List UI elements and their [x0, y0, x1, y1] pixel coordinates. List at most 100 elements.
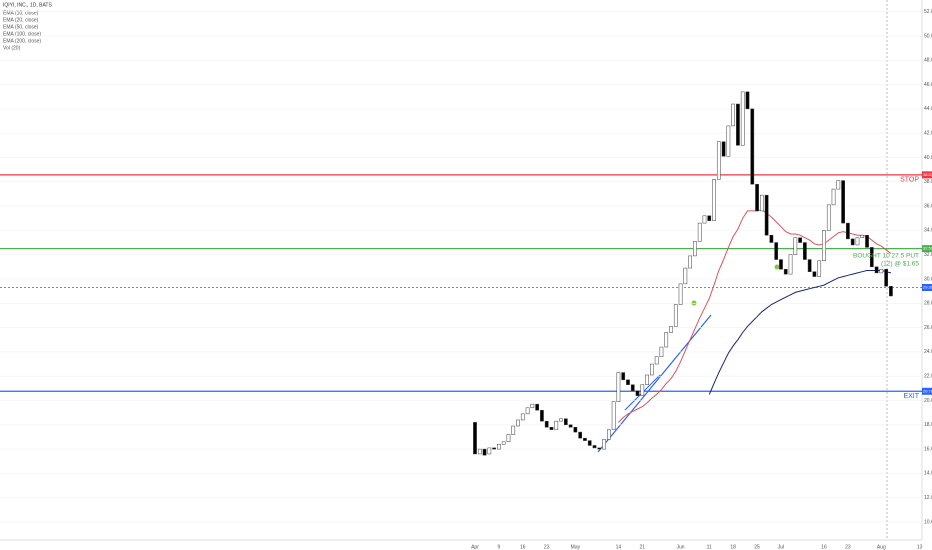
- candle-body: [559, 418, 563, 422]
- x-tick-label: 16: [821, 544, 827, 550]
- candle-body: [535, 403, 539, 411]
- candle-body: [587, 440, 592, 446]
- x-tick-label: Apr: [471, 544, 479, 550]
- candle-body: [688, 255, 692, 269]
- candle-body: [669, 326, 673, 333]
- x-tick-label: 23: [544, 544, 550, 550]
- y-tick-label: 18.00: [924, 422, 932, 428]
- candle-body: [645, 374, 649, 385]
- level-price-box: [922, 283, 932, 291]
- trade-annotation: (12) @ $1.65: [881, 261, 919, 268]
- candle-body: [578, 431, 583, 439]
- candle-body: [788, 254, 793, 275]
- candle-body: [573, 426, 578, 433]
- candle-body: [779, 259, 783, 270]
- y-tick-label: 30.00: [924, 276, 932, 282]
- candle-body: [812, 271, 817, 277]
- level-label: STOP: [900, 177, 919, 184]
- candle-body: [841, 180, 845, 224]
- candle-body: [693, 241, 697, 257]
- candle-body: [836, 180, 841, 190]
- y-tick-label: 46.00: [924, 82, 932, 88]
- candle-body: [764, 194, 769, 236]
- candle-body: [759, 194, 764, 212]
- candle-body: [673, 304, 678, 327]
- candle-body: [473, 422, 477, 455]
- candle-body: [803, 242, 807, 260]
- level-price-label: 20.76: [923, 388, 932, 393]
- legend-entry: Vol (20): [3, 45, 21, 51]
- legend-entry: EMA (50, close): [3, 24, 39, 30]
- candle-body: [884, 269, 888, 287]
- candle-body: [597, 447, 602, 450]
- candle-body: [477, 448, 482, 455]
- level-price-box: [922, 387, 932, 395]
- candle-body: [807, 259, 812, 272]
- candle-body: [650, 363, 654, 376]
- candle-body: [869, 247, 874, 268]
- candle-body: [850, 238, 855, 246]
- candle-body: [654, 356, 659, 365]
- y-tick-label: 50.00: [924, 33, 932, 39]
- y-tick-label: 42.00: [924, 131, 932, 137]
- candle-body: [611, 401, 616, 430]
- ema-line: [708, 270, 892, 395]
- candle-body: [846, 222, 850, 240]
- candle-body: [712, 179, 716, 221]
- y-tick-label: 34.00: [924, 228, 932, 234]
- legend-entry: EMA (10, close): [3, 10, 39, 16]
- x-tick-label: 16: [520, 544, 526, 550]
- legend-entry: EMA (200, close): [3, 38, 41, 44]
- candle-body: [745, 91, 750, 110]
- candle-body: [865, 234, 869, 248]
- x-tick-label: 14: [616, 544, 622, 550]
- candle-body: [516, 419, 520, 427]
- candle-body: [721, 141, 726, 157]
- y-tick-label: 44.00: [924, 106, 932, 112]
- y-tick-label: 24.00: [924, 349, 932, 355]
- y-tick-label: 14.00: [924, 471, 932, 477]
- candle-body: [549, 426, 554, 430]
- level-price-label: 38.57: [923, 172, 932, 177]
- candle-body: [583, 437, 587, 441]
- candle-body: [798, 237, 802, 243]
- y-tick-label: 36.00: [924, 203, 932, 209]
- candle-body: [626, 379, 630, 385]
- candle-body: [726, 125, 731, 157]
- trend-line: [597, 314, 712, 453]
- candle-body: [683, 267, 688, 285]
- candle-body: [544, 420, 549, 428]
- candle-body: [506, 434, 511, 443]
- candle-body: [482, 448, 487, 456]
- x-tick-label: 23: [845, 544, 851, 550]
- candle-body: [707, 215, 712, 221]
- candle-body: [731, 103, 736, 127]
- candle-body: [659, 346, 664, 358]
- candle-body: [817, 260, 822, 277]
- candle-body: [592, 445, 597, 449]
- level-price-label: 32.50: [923, 246, 932, 251]
- x-tick-label: 9: [498, 544, 501, 550]
- candle-body: [750, 108, 755, 185]
- candle-body: [635, 390, 640, 396]
- y-tick-label: 12.00: [924, 495, 932, 501]
- y-tick-label: 26.00: [924, 325, 932, 331]
- y-tick-label: 52.00: [924, 9, 932, 15]
- candle-body: [831, 188, 836, 206]
- candle-body: [702, 215, 707, 224]
- level-price-box: [922, 245, 932, 253]
- candle-body: [678, 283, 683, 305]
- y-tick-label: 20.00: [924, 398, 932, 404]
- x-tick-label: 18: [730, 544, 736, 550]
- candle-body: [774, 242, 779, 260]
- candle-body: [497, 443, 501, 450]
- candle-body: [716, 141, 721, 180]
- candle-body: [826, 204, 831, 231]
- candle-body: [664, 332, 669, 348]
- y-tick-label: 10.00: [924, 519, 932, 525]
- x-tick-label: 13: [917, 544, 923, 550]
- legend-entry: EMA (100, close): [3, 31, 41, 37]
- candle-body: [568, 424, 573, 428]
